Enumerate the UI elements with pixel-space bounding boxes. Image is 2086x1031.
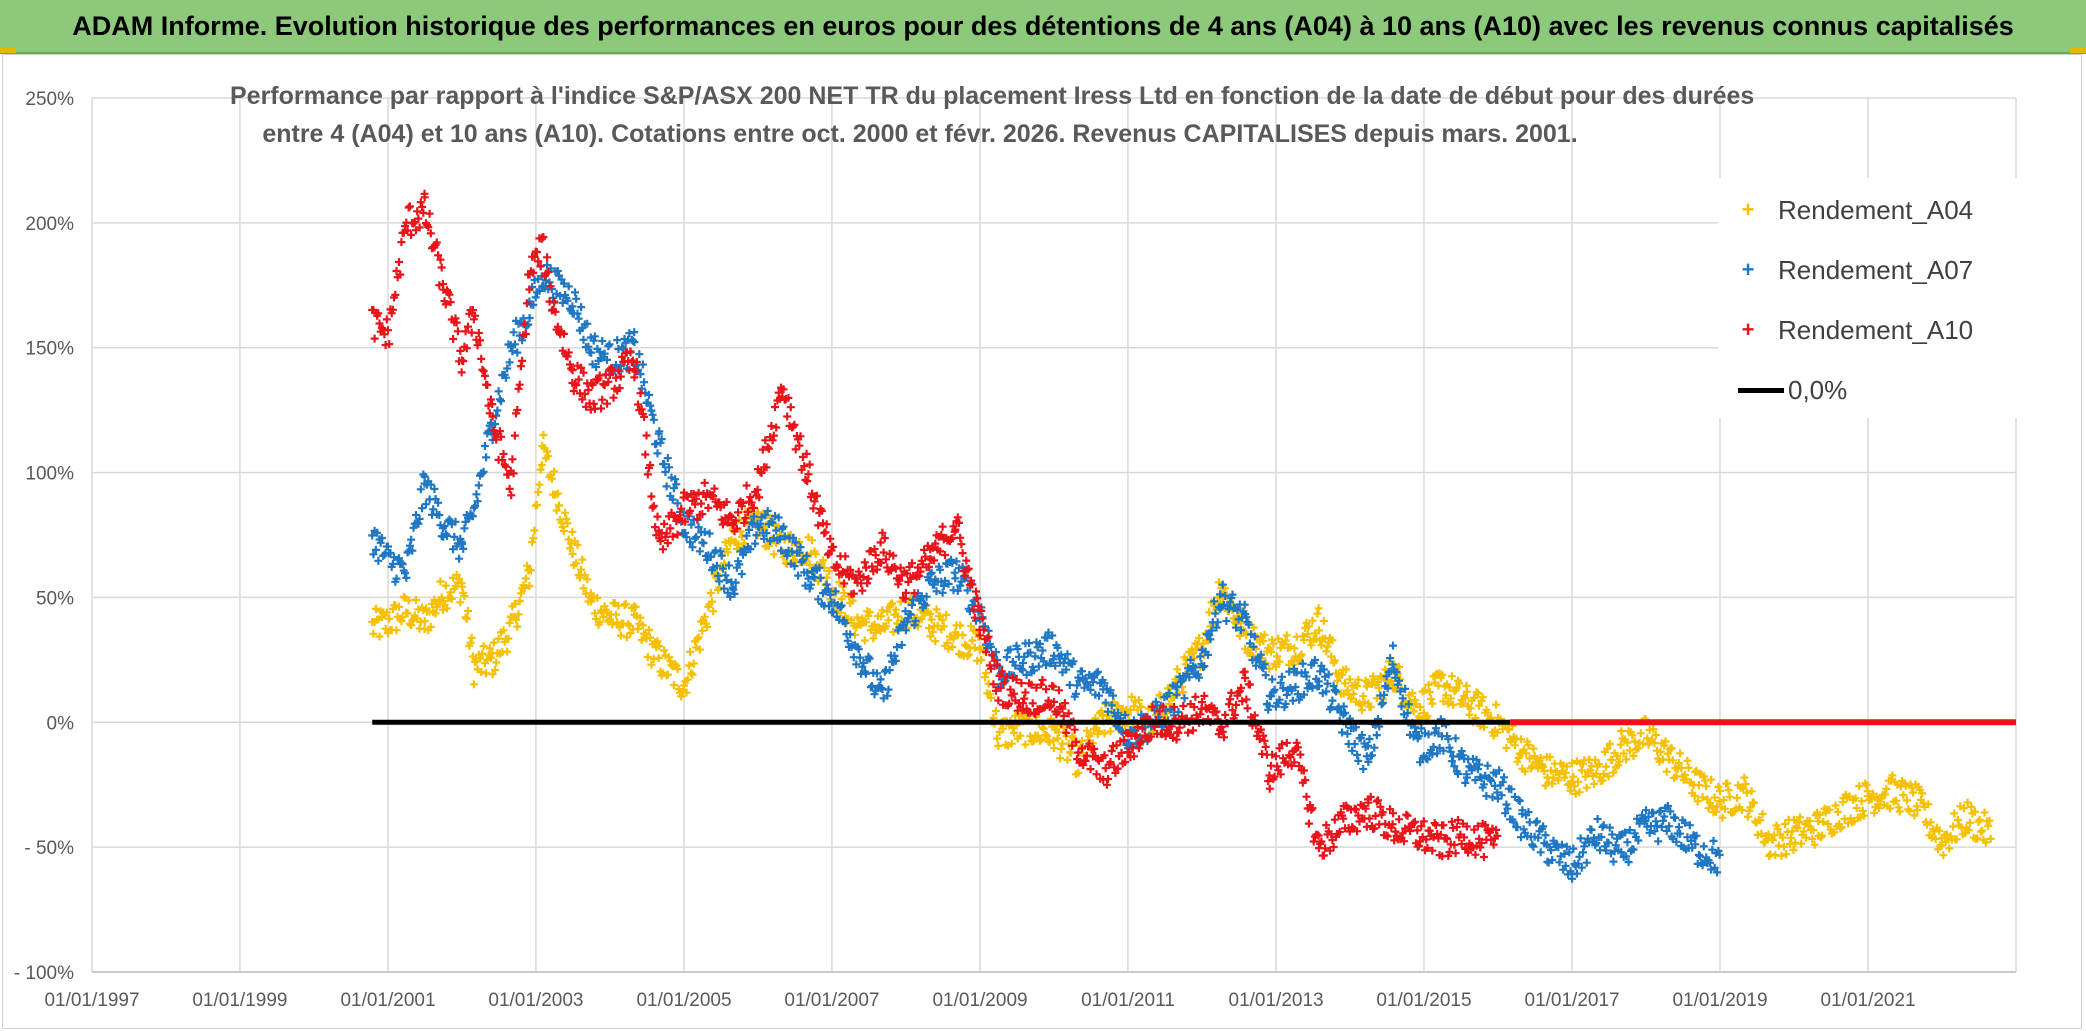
y-tick-label: 150% xyxy=(25,339,74,360)
report-title: ADAM Informe. Evolution historique des p… xyxy=(72,10,2014,41)
legend-item-zero: 0,0% xyxy=(1718,372,1847,408)
legend-marker-a10: + xyxy=(1741,317,1755,342)
legend-label-zero: 0,0% xyxy=(1788,374,1848,405)
series-marks-2 xyxy=(368,261,1724,883)
legend-item-a07: + Rendement_A07 xyxy=(1718,252,1974,288)
chart-title-line-1: Performance par rapport à l'indice S&P/A… xyxy=(230,82,1755,110)
series-Rendement_A10 xyxy=(368,189,1502,861)
banner-corner-right xyxy=(2070,48,2086,53)
x-tick-label: 01/01/2005 xyxy=(636,990,731,1011)
banner-corner-left xyxy=(0,48,16,53)
x-tick-label: 01/01/2017 xyxy=(1525,990,1620,1011)
legend-item-a04: + Rendement_A04 xyxy=(1718,192,1974,228)
y-tick-label: 200% xyxy=(25,214,74,235)
x-tick-label: 01/01/2011 xyxy=(1081,990,1175,1011)
y-tick-label: 0% xyxy=(47,713,75,734)
x-tick-label: 01/01/1999 xyxy=(192,990,287,1011)
x-tick-label: 01/01/2009 xyxy=(932,990,1027,1011)
series-marks-3 xyxy=(368,189,1502,861)
legend-item-a10: + Rendement_A10 xyxy=(1718,312,1974,348)
chart-frame xyxy=(2,54,2082,1029)
report-banner: ADAM Informe. Evolution historique des p… xyxy=(0,0,2086,54)
legend-marker-a04: + xyxy=(1741,197,1755,222)
legend-line-zero xyxy=(1738,387,1784,393)
series-Rendement_A04 xyxy=(368,431,1995,860)
x-tick-label: 01/01/2019 xyxy=(1672,990,1767,1011)
series-marks-1 xyxy=(368,431,1995,860)
x-tick-label: 01/01/2007 xyxy=(784,990,879,1011)
x-tick-label: 01/01/2015 xyxy=(1376,990,1471,1011)
y-tick-label: 100% xyxy=(25,464,74,485)
x-tick-label: 01/01/2003 xyxy=(488,990,583,1011)
y-tick-label: - 100% xyxy=(14,963,74,984)
legend-label-a10: Rendement_A10 xyxy=(1778,314,1974,345)
chart-title-line-2: entre 4 (A04) et 10 ans (A10). Cotations… xyxy=(262,120,1578,148)
series-Rendement_A07 xyxy=(368,261,1724,883)
y-tick-label: 50% xyxy=(36,588,74,609)
x-tick-label: 01/01/2021 xyxy=(1821,990,1916,1011)
y-tick-label: 250% xyxy=(25,89,74,110)
chart-legend: + Rendement_A04 + Rendement_A07 + Rendem… xyxy=(1718,178,2018,418)
x-tick-label: 01/01/1997 xyxy=(44,990,139,1011)
x-tick-label: 01/01/2013 xyxy=(1229,990,1324,1011)
x-tick-label: 01/01/2001 xyxy=(340,990,435,1011)
legend-label-a07: Rendement_A07 xyxy=(1778,254,1974,285)
y-tick-label: - 50% xyxy=(24,838,74,859)
legend-marker-a07: + xyxy=(1741,257,1755,282)
legend-label-a04: Rendement_A04 xyxy=(1778,194,1974,225)
